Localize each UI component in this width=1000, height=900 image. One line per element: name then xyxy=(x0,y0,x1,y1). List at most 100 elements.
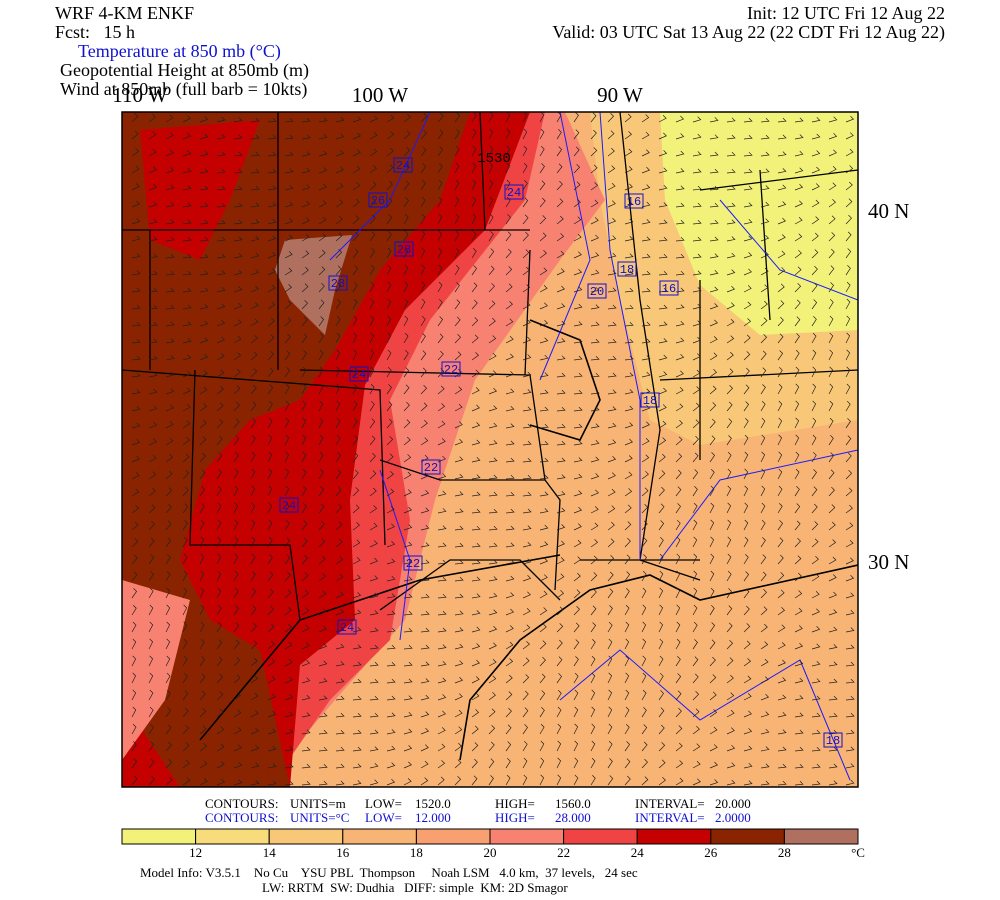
barb xyxy=(233,134,243,140)
barb xyxy=(505,525,515,531)
barb xyxy=(318,183,328,191)
barb xyxy=(233,418,240,429)
barb xyxy=(165,454,174,463)
contour-label: 26 xyxy=(371,194,385,208)
barb xyxy=(794,780,804,786)
barb xyxy=(369,383,375,395)
barb xyxy=(675,419,683,429)
barb xyxy=(845,712,855,718)
barb xyxy=(760,763,770,769)
barb xyxy=(828,763,838,769)
barb xyxy=(607,130,615,140)
barb xyxy=(726,709,735,718)
barb xyxy=(624,236,634,242)
barb xyxy=(182,673,188,684)
barb xyxy=(284,350,291,361)
barb xyxy=(148,131,157,140)
barb xyxy=(556,423,566,429)
barb xyxy=(590,234,600,242)
barb xyxy=(607,389,617,395)
barb xyxy=(777,151,787,157)
barb xyxy=(318,763,328,769)
barb xyxy=(471,593,481,599)
barb xyxy=(318,729,328,735)
barb xyxy=(148,421,158,429)
barb xyxy=(760,350,767,361)
barb xyxy=(505,112,511,123)
barb xyxy=(131,148,140,157)
barb xyxy=(335,538,343,548)
barb xyxy=(131,113,139,123)
barb xyxy=(131,758,138,769)
barb xyxy=(369,627,379,633)
barb xyxy=(539,112,545,123)
longitude-label: 90 W xyxy=(597,83,643,107)
barb xyxy=(607,758,613,769)
barb xyxy=(794,266,802,276)
barb xyxy=(811,451,817,463)
barb xyxy=(148,338,158,344)
barb xyxy=(777,729,787,735)
barb xyxy=(301,434,307,446)
barb xyxy=(233,605,239,616)
barb xyxy=(284,589,292,599)
barb xyxy=(675,304,685,310)
barb xyxy=(760,367,767,378)
barb xyxy=(488,592,498,599)
barb xyxy=(539,723,545,735)
barb xyxy=(675,270,685,276)
barb xyxy=(709,639,716,650)
barb xyxy=(505,758,511,769)
barb xyxy=(573,286,583,293)
barb xyxy=(556,180,563,191)
barb xyxy=(386,712,396,718)
barb xyxy=(828,116,838,123)
barb xyxy=(369,678,379,684)
barb xyxy=(726,285,736,293)
barb xyxy=(335,643,345,650)
barb xyxy=(692,303,702,310)
barb xyxy=(369,231,376,242)
barb xyxy=(250,117,260,123)
barb xyxy=(403,524,413,531)
barb xyxy=(845,332,851,344)
barb xyxy=(488,370,497,378)
barb xyxy=(743,434,749,446)
barb xyxy=(624,405,634,412)
barb xyxy=(692,185,702,191)
barb xyxy=(403,401,410,412)
barb xyxy=(794,349,800,361)
barb xyxy=(641,604,647,616)
barb xyxy=(488,387,498,395)
contour-label-box xyxy=(823,732,843,748)
barb xyxy=(777,468,783,480)
barb xyxy=(199,403,208,412)
barb xyxy=(709,336,718,344)
barb xyxy=(794,400,800,412)
barb xyxy=(454,351,462,361)
barb xyxy=(675,725,683,735)
barb xyxy=(556,623,564,633)
barb xyxy=(131,604,137,616)
barb xyxy=(522,423,532,429)
barb xyxy=(216,639,223,650)
barb xyxy=(148,655,154,667)
barb xyxy=(522,757,528,769)
contour-label: 16 xyxy=(627,195,641,209)
barb xyxy=(454,368,462,378)
barb xyxy=(828,609,838,616)
barb xyxy=(284,284,293,293)
barb xyxy=(335,591,344,599)
barb xyxy=(539,557,549,565)
barb xyxy=(335,332,341,344)
barb xyxy=(369,214,376,225)
barb xyxy=(828,349,834,361)
barb xyxy=(607,270,617,276)
barb xyxy=(709,286,719,293)
barb xyxy=(726,570,732,582)
barb xyxy=(471,692,480,701)
barb xyxy=(352,452,359,463)
barb xyxy=(369,298,375,310)
barb xyxy=(199,778,208,786)
barb xyxy=(318,434,324,446)
